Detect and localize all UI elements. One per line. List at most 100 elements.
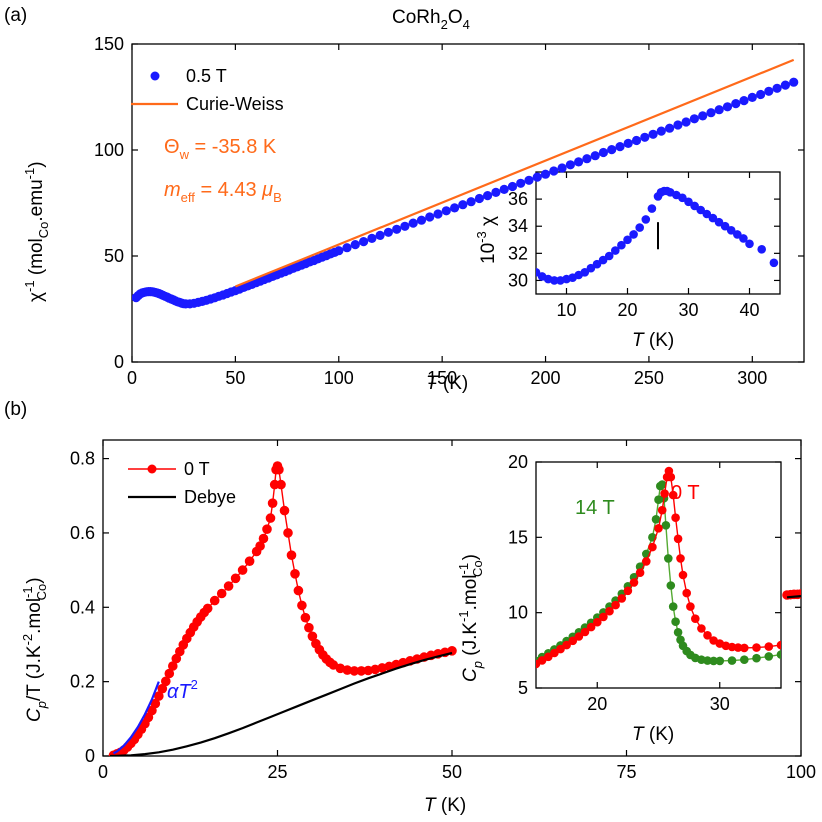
data-point — [283, 528, 293, 538]
data-point — [764, 652, 774, 661]
data-point — [740, 643, 749, 653]
data-point — [641, 215, 651, 224]
data-point — [703, 656, 712, 665]
x-tick-label: 100 — [786, 762, 816, 782]
data-point — [676, 554, 685, 563]
x-tick-label: 50 — [225, 368, 245, 388]
data-point — [532, 172, 542, 182]
data-point — [698, 111, 708, 121]
x-tick-label: 100 — [324, 368, 354, 388]
panel-b-x-title: T (K) — [424, 795, 466, 816]
data-point — [293, 585, 304, 596]
legend-b-label-1: 0 T — [184, 459, 210, 479]
data-point — [696, 205, 705, 215]
theta-annotation: Θw = -35.8 K — [164, 136, 277, 162]
data-point — [769, 258, 779, 268]
y-tick-label: 0 — [85, 746, 95, 766]
panel-b-inset-y-title: Cp (J.K-1.mol-1Co) — [456, 554, 485, 682]
legend-a-label-2: Curie-Weiss — [186, 94, 284, 114]
data-point — [731, 99, 741, 109]
data-point — [441, 206, 451, 216]
data-point — [474, 193, 484, 204]
x-tick-label: 20 — [587, 694, 607, 714]
legend-a-marker — [150, 71, 160, 81]
x-tick-label: 50 — [442, 762, 462, 782]
data-point — [757, 245, 766, 254]
y-tick-label: 0.2 — [70, 672, 95, 692]
data-point — [491, 187, 501, 197]
data-point — [549, 166, 559, 176]
data-point — [598, 147, 609, 158]
data-point — [342, 665, 353, 675]
panel-a-frame — [131, 43, 805, 363]
data-point — [258, 533, 269, 544]
panel-b-inset-plot: 20 30 5 10 15 20 — [508, 452, 781, 714]
data-point — [516, 178, 526, 188]
data-point — [416, 215, 427, 225]
data-point — [739, 234, 748, 243]
x-tick-label: 20 — [617, 300, 637, 320]
data-point — [565, 160, 576, 170]
data-point — [499, 184, 509, 194]
panel-a-inset-x-title: T (K) — [632, 330, 674, 351]
data-point — [392, 224, 402, 234]
data-point — [789, 77, 799, 87]
data-point — [580, 627, 590, 637]
series-line-curie-weiss — [234, 58, 795, 288]
data-point — [255, 541, 265, 551]
data-point — [764, 642, 774, 651]
data-point — [651, 515, 661, 524]
data-point — [617, 594, 627, 603]
data-point — [776, 650, 781, 659]
data-point — [756, 89, 766, 100]
data-point — [642, 557, 651, 566]
data-point — [678, 570, 688, 580]
panel-a-label: (a) — [4, 5, 27, 26]
data-point — [593, 617, 602, 627]
meff-annotation: meff = 4.43 μB — [164, 179, 282, 205]
data-point — [656, 126, 666, 136]
data-point — [562, 640, 571, 650]
x-tick-label: 0 — [127, 368, 137, 388]
data-point — [686, 602, 695, 611]
panel-a-plot: 0 50 100 150 200 250 300 0 50 100 150 — [94, 34, 804, 388]
y-tick-label: 5 — [518, 678, 528, 698]
data-point — [267, 498, 278, 509]
y-tick-label: 20 — [508, 452, 528, 472]
series-line-debye-high-t-edge — [786, 595, 801, 599]
data-point — [304, 622, 314, 633]
panel-b-inset-x-title: T (K) — [632, 724, 674, 745]
data-point — [383, 227, 393, 237]
data-point — [408, 218, 418, 228]
series-line-debye — [109, 651, 453, 756]
data-point — [154, 691, 164, 701]
data-point — [507, 181, 518, 192]
y-tick-label: 100 — [94, 140, 124, 160]
data-point — [230, 573, 241, 584]
data-point — [733, 230, 742, 239]
data-point — [350, 240, 360, 250]
series-line--t- — [112, 681, 160, 755]
panel-b-plot: 0 25 50 75 100 0 0.2 0.4 0.6 0.8 — [70, 440, 816, 782]
data-point — [550, 276, 559, 285]
y-tick-label: 30 — [508, 270, 528, 290]
chart-title: CoRh2O4 — [392, 7, 470, 32]
data-point — [590, 151, 600, 161]
data-point — [164, 668, 175, 679]
data-point — [623, 235, 632, 245]
data-point — [720, 221, 730, 231]
x-tick-label: 10 — [556, 300, 576, 320]
y-tick-label: 15 — [508, 527, 528, 547]
panel-b-label: (b) — [4, 399, 27, 420]
data-point — [690, 201, 699, 211]
data-point — [661, 521, 671, 530]
panel-a-x-title: T (K) — [426, 373, 468, 394]
data-point — [647, 204, 657, 213]
data-point — [697, 624, 706, 633]
data-point — [209, 595, 220, 606]
data-point — [433, 209, 443, 219]
data-point — [216, 588, 227, 599]
series-group — [536, 466, 781, 669]
field-14t-label: 14 T — [575, 497, 615, 519]
data-point — [168, 661, 178, 671]
